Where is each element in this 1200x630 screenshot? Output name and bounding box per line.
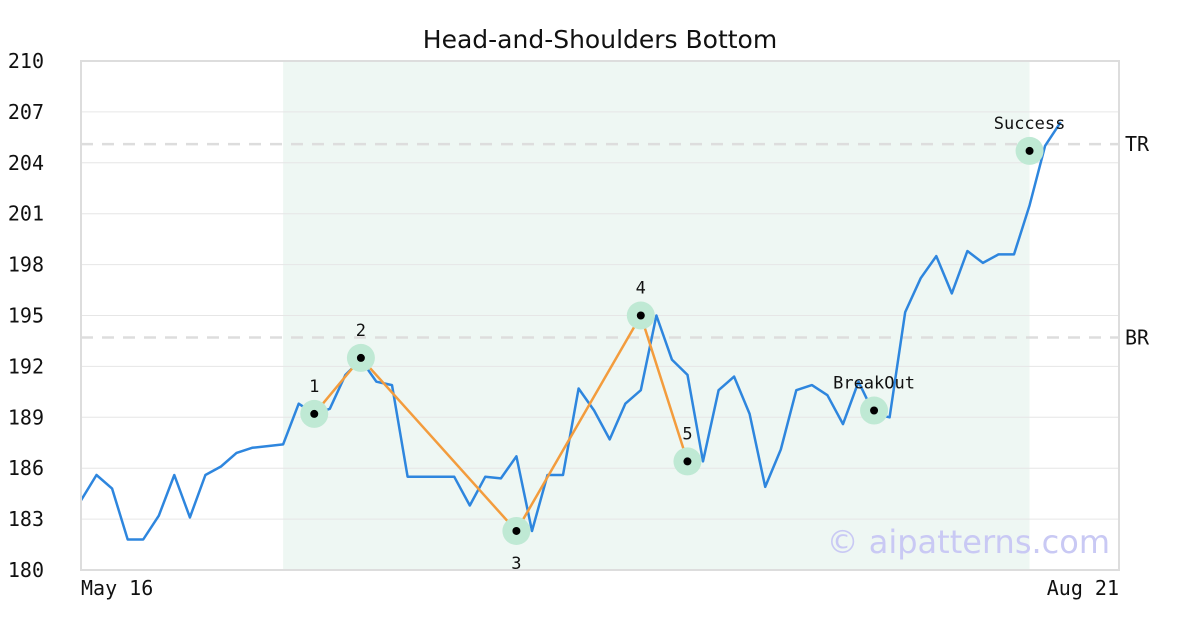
plot-frame [80,60,1120,571]
pattern-point-dot [636,311,645,320]
pattern-point-dot [310,409,319,418]
y-tick-label: 198 [8,253,44,277]
y-axis-ticks: 180 183 186 189 192 195 198 201 204 207 210 [8,49,44,582]
event-point-label: BreakOut [833,374,915,394]
y-tick-label: 201 [8,202,44,226]
event-point-label: Success [994,114,1066,134]
watermark: © aipatterns.com [827,523,1110,561]
reference-lines: TR BR [81,132,1150,350]
chart-title: Head-and-Shoulders Bottom [423,25,777,54]
y-tick-label: 195 [8,304,44,328]
pattern-markers: 1 2 3 4 5 BreakOut Success [300,114,1065,574]
pattern-point-dot [512,526,521,535]
y-tick-label: 204 [8,151,44,175]
y-tick-label: 207 [8,100,44,124]
event-point-dot [1025,146,1034,155]
y-tick-label: 192 [8,354,44,378]
y-tick-label: 189 [8,405,44,429]
y-tick-label: 183 [8,507,44,531]
x-end-date: Aug 21 [1047,576,1119,600]
price-line [79,121,1062,541]
x-start-date: May 16 [81,576,153,600]
y-tick-label: 186 [8,456,44,480]
reference-line-label: TR [1125,132,1150,156]
event-point-dot [870,406,879,415]
pattern-point-dot [683,457,692,466]
pattern-point-dot [356,353,365,362]
y-tick-label: 210 [8,49,44,73]
pattern-point-label: 2 [356,321,366,341]
pattern-point-label: 4 [636,279,646,299]
pattern-point-label: 1 [309,377,319,397]
pattern-point-label: 3 [511,554,521,574]
y-tick-label: 180 [8,558,44,582]
reference-line-label: BR [1125,326,1150,350]
pattern-point-label: 5 [682,424,692,444]
